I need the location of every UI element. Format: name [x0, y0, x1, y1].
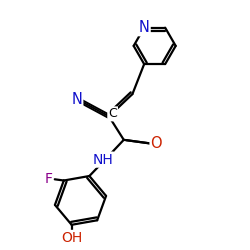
Text: O: O [150, 136, 162, 151]
Text: F: F [44, 172, 52, 186]
Text: N: N [71, 92, 82, 106]
Text: NH: NH [92, 152, 113, 166]
Text: C: C [108, 108, 117, 120]
Text: N: N [139, 20, 149, 35]
Text: OH: OH [61, 231, 82, 245]
